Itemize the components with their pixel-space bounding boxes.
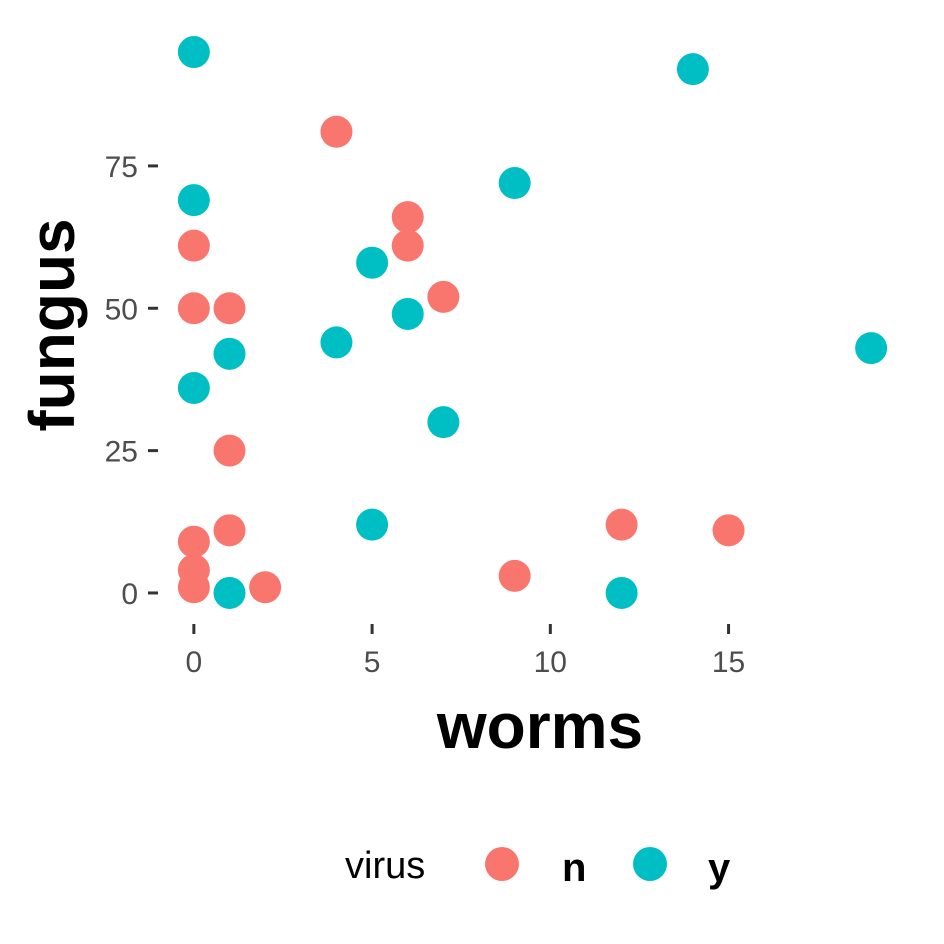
data-point-y [356,508,389,541]
data-point-n [320,115,353,148]
data-point-y [213,337,246,370]
data-point-n [391,229,424,262]
x-tick-label: 5 [364,646,381,679]
data-point-y [213,576,246,609]
data-point-y [427,406,460,439]
data-point-n [177,229,210,262]
data-point-y [177,371,210,404]
data-point-y [391,297,424,330]
data-points [177,36,888,609]
data-point-y [356,246,389,279]
y-tick-label: 50 [105,293,138,326]
data-point-n [391,201,424,234]
axis-ticks: 0 5 10 15 0 25 50 75 [105,151,746,679]
data-point-n [177,571,210,604]
data-point-y [498,167,531,200]
data-point-n [712,514,745,547]
x-axis-title: worms [436,690,643,762]
data-point-y [855,332,888,365]
x-tick-label: 10 [534,646,567,679]
y-axis-title: fungus [16,218,88,431]
data-point-y [676,53,709,86]
y-tick-label: 25 [105,436,138,469]
y-tick-label: 75 [105,151,138,184]
legend-key-n [485,847,519,881]
data-point-n [213,514,246,547]
legend-label-n: n [562,846,586,890]
data-point-y [177,184,210,217]
data-point-n [498,559,531,592]
legend-label-y: y [708,846,731,890]
data-point-n [605,508,638,541]
legend: virus n y [345,845,731,890]
data-point-n [249,571,282,604]
y-tick-label: 0 [121,578,138,611]
data-point-n [177,292,210,325]
data-point-n [177,525,210,558]
data-point-y [605,576,638,609]
data-point-n [213,434,246,467]
x-tick-label: 15 [712,646,745,679]
data-point-y [177,36,210,69]
x-tick-label: 0 [186,646,203,679]
legend-key-y [633,847,667,881]
data-point-y [320,326,353,359]
data-point-n [213,292,246,325]
data-point-n [427,280,460,313]
legend-title: virus [345,845,425,887]
